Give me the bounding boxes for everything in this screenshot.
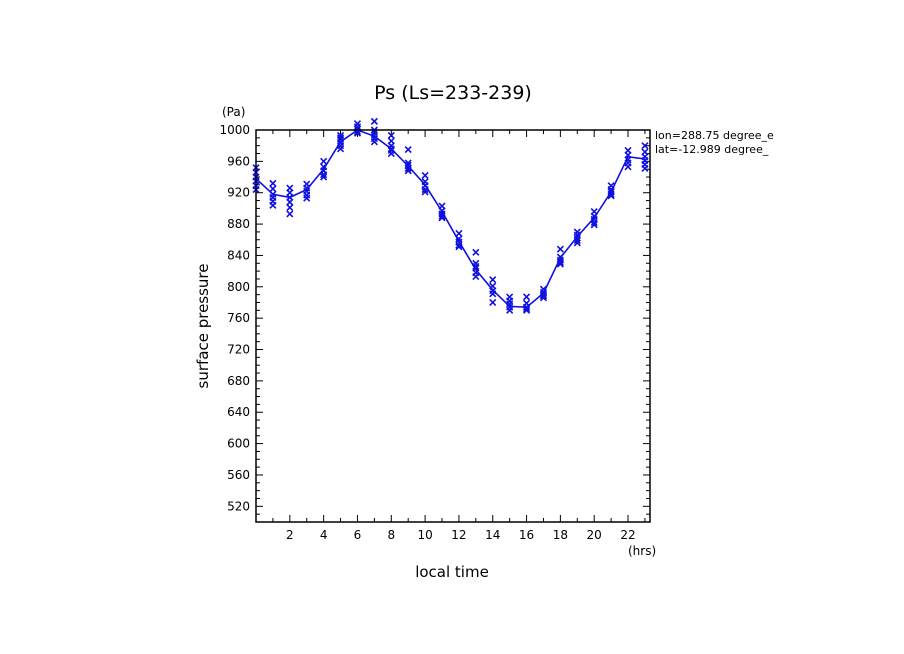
x-tick-label: 14 — [485, 528, 500, 542]
data-point — [404, 146, 412, 154]
y-tick-label: 880 — [227, 217, 250, 231]
data-point — [556, 260, 564, 268]
y-tick-label: 800 — [227, 280, 250, 294]
data-point — [320, 157, 328, 165]
y-tick-label: 560 — [227, 468, 250, 482]
data-point — [573, 239, 581, 247]
data-point — [455, 243, 463, 251]
data-point — [522, 306, 531, 314]
data-point — [421, 188, 429, 196]
info-lon: lon=288.75 degree_e — [655, 129, 774, 142]
x-tick-label: 16 — [519, 528, 534, 542]
y-tick-label: 720 — [227, 343, 250, 357]
data-point — [438, 212, 446, 220]
x-tick-label: 12 — [451, 528, 466, 542]
info-lat: lat=-12.989 degree_ — [655, 143, 769, 156]
x-tick-label: 22 — [620, 528, 635, 542]
data-point — [404, 159, 412, 167]
data-point — [607, 192, 615, 200]
data-point — [370, 138, 378, 146]
data-point — [590, 221, 598, 229]
data-point — [269, 185, 277, 193]
x-tick-label: 4 — [320, 528, 328, 542]
plot-area-frame — [255, 129, 651, 523]
x-tick-label: 10 — [417, 528, 432, 542]
data-point — [421, 186, 429, 194]
data-point — [421, 171, 429, 180]
y-tick-label: 600 — [227, 437, 250, 451]
data-point — [404, 164, 412, 172]
series-line-mean — [255, 129, 646, 309]
data-point — [472, 248, 480, 256]
data-point — [269, 201, 277, 209]
data-point — [370, 117, 378, 125]
data-point — [624, 163, 632, 171]
data-point — [573, 236, 581, 245]
data-point — [539, 294, 548, 302]
data-point — [489, 276, 497, 284]
data-point — [336, 134, 345, 142]
data-point — [286, 210, 294, 218]
data-point — [387, 145, 395, 153]
x-axis-label: local time — [415, 563, 489, 581]
y-tick-label: 920 — [227, 186, 250, 200]
x-tick-label: 6 — [354, 528, 362, 542]
y-tick-label: 640 — [227, 405, 250, 419]
data-point — [539, 292, 548, 300]
data-point — [455, 241, 463, 249]
y-tick-label: 760 — [227, 311, 250, 325]
data-point — [438, 214, 446, 222]
data-point — [286, 204, 294, 212]
y-axis-label: surface pressure — [194, 264, 212, 389]
data-point — [607, 190, 615, 198]
data-point — [320, 171, 328, 179]
data-point — [522, 305, 531, 313]
data-point — [489, 298, 497, 307]
y-tick-label: 680 — [227, 374, 250, 388]
x-tick-label: 18 — [553, 528, 568, 542]
data-point — [590, 218, 598, 227]
data-point — [556, 245, 564, 253]
data-point — [286, 198, 294, 206]
data-point — [336, 145, 345, 153]
data-point — [522, 293, 531, 301]
x-tick-label: 2 — [286, 528, 294, 542]
data-point — [320, 173, 328, 181]
data-point — [303, 194, 311, 202]
y-tick-label: 960 — [227, 154, 250, 168]
data-point — [455, 229, 463, 238]
data-point — [387, 131, 395, 140]
data-point — [506, 306, 514, 314]
data-point — [489, 290, 497, 298]
data-point — [556, 258, 564, 267]
x-tick-label: 8 — [387, 528, 395, 542]
data-point — [353, 129, 362, 137]
y-tick-label: 840 — [227, 248, 250, 262]
y-tick-label: 1000 — [219, 123, 250, 137]
data-point — [472, 262, 480, 270]
x-unit-label: (hrs) — [628, 544, 656, 558]
x-tick-label: 20 — [587, 528, 602, 542]
data-point — [641, 164, 649, 172]
chart-title: Ps (Ls=233-239) — [374, 82, 532, 104]
data-point — [404, 167, 412, 175]
data-point — [472, 273, 480, 281]
data-point — [641, 142, 649, 150]
y-unit-label: (Pa) — [222, 105, 245, 119]
data-point — [269, 179, 277, 187]
y-tick-label: 520 — [227, 499, 250, 513]
